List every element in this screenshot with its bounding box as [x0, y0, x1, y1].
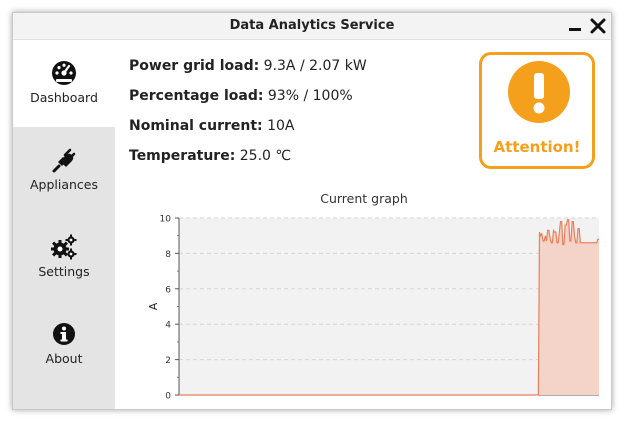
- temperature-label: Temperature:: [129, 148, 236, 164]
- y-tick-label: 8: [165, 250, 171, 260]
- alert-circle: [508, 61, 570, 123]
- sidebar: Dashboard Appliances: [13, 40, 115, 409]
- power-grid-load-value: 9.3A / 2.07 kW: [263, 58, 367, 74]
- power-grid-load-label: Power grid load:: [129, 58, 260, 74]
- sidebar-item-dashboard[interactable]: Dashboard: [13, 40, 115, 127]
- sidebar-item-label: Dashboard: [30, 90, 98, 105]
- y-tick-label: 2: [165, 356, 171, 366]
- nominal-current-value: 10A: [267, 118, 295, 134]
- sidebar-item-appliances[interactable]: Appliances: [13, 127, 115, 214]
- y-tick-label: 6: [165, 285, 171, 295]
- nominal-current-label: Nominal current:: [129, 118, 263, 134]
- y-tick-label: 0: [165, 392, 171, 402]
- series-area: [179, 219, 599, 395]
- nominal-current-row: Nominal current: 10A: [129, 118, 295, 134]
- dashboard-gauge-icon: [52, 61, 76, 85]
- plot-area: [179, 218, 599, 395]
- chart-title: Current graph: [320, 191, 408, 206]
- percentage-load-label: Percentage load:: [129, 88, 264, 104]
- y-tick-label: 4: [165, 321, 171, 331]
- app-window: Data Analytics Service Dashboa: [12, 12, 612, 410]
- attention-label: Attention!: [493, 138, 581, 156]
- temperature-row: Temperature: 25.0 ℃: [129, 148, 291, 164]
- sidebar-item-label: Settings: [38, 264, 90, 279]
- attention-alert[interactable]: Attention!: [479, 52, 595, 169]
- series-line: [179, 219, 599, 396]
- plug-icon: [52, 148, 76, 173]
- percentage-load-row: Percentage load: 93% / 100%: [129, 88, 353, 104]
- sidebar-item-settings[interactable]: Settings: [13, 214, 115, 301]
- exclamation-icon: [533, 73, 545, 114]
- y-axis-label: A: [147, 302, 160, 310]
- temperature-value: 25.0 ℃: [239, 148, 292, 164]
- current-graph-chart: 0 2 4 6 8 10 A: [147, 215, 599, 402]
- gears-icon: [51, 234, 77, 260]
- sidebar-item-about[interactable]: About: [13, 301, 115, 388]
- percentage-load-value: 93% / 100%: [267, 88, 353, 104]
- window-title: Data Analytics Service: [229, 18, 395, 33]
- minimize-button[interactable]: [565, 16, 585, 36]
- close-icon: [590, 18, 606, 34]
- sidebar-item-label: About: [45, 351, 83, 366]
- sidebar-item-label: Appliances: [29, 177, 99, 192]
- info-circle-icon: [53, 323, 75, 345]
- y-tick-label: 10: [160, 215, 172, 225]
- power-grid-load-row: Power grid load: 9.3A / 2.07 kW: [129, 58, 367, 74]
- close-button[interactable]: [588, 16, 608, 36]
- minimize-icon: [569, 28, 581, 31]
- title-bar: Data Analytics Service: [13, 13, 611, 40]
